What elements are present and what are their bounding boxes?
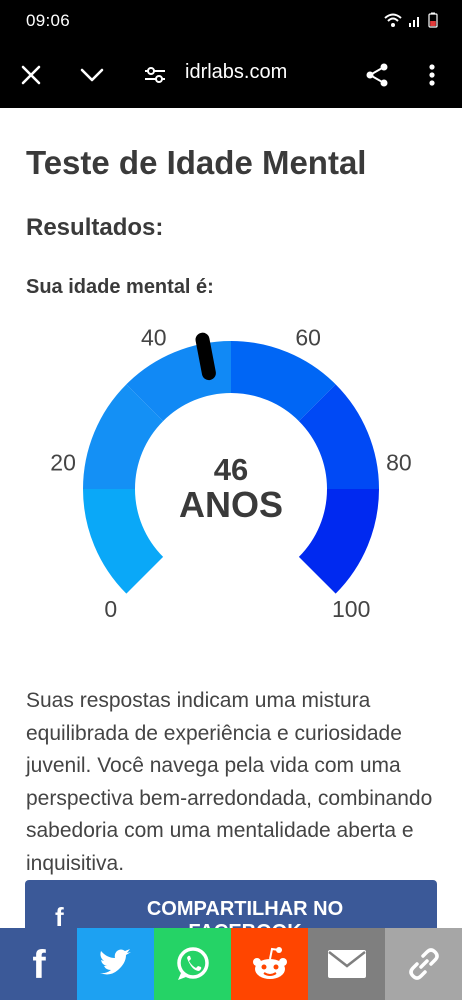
facebook-icon: f bbox=[55, 902, 64, 932]
signal-icon bbox=[409, 17, 419, 27]
gauge-segment bbox=[231, 341, 336, 422]
link-icon bbox=[408, 948, 439, 980]
twitter-icon bbox=[99, 949, 131, 975]
chevron-down-icon bbox=[80, 68, 104, 82]
more-vert-icon bbox=[429, 64, 435, 86]
mental-age-label: Sua idade mental é: bbox=[26, 276, 214, 298]
share-email[interactable] bbox=[308, 928, 385, 1000]
result-description: Suas respostas indicam uma mistura equil… bbox=[26, 689, 433, 875]
battery-icon bbox=[428, 12, 438, 28]
whatsapp-icon bbox=[176, 947, 209, 980]
browser-toolbar: idrlabs.com bbox=[0, 42, 462, 108]
menu-button[interactable] bbox=[413, 56, 451, 94]
url-text[interactable]: idrlabs.com bbox=[185, 61, 288, 83]
share-icon bbox=[366, 63, 388, 87]
results-heading: Resultados: bbox=[26, 214, 164, 241]
page-title: Teste de Idade Mental bbox=[26, 144, 367, 181]
minimize-button[interactable] bbox=[73, 56, 111, 94]
gauge-tick-label: 0 bbox=[104, 596, 117, 622]
tune-icon bbox=[145, 67, 165, 83]
reddit-icon bbox=[252, 947, 287, 979]
email-icon bbox=[327, 950, 366, 978]
gauge-tick-label: 20 bbox=[50, 449, 76, 475]
share-twitter[interactable] bbox=[77, 928, 154, 1000]
mental-age-gauge: 0 20 40 60 80 100 46 ANOS bbox=[50, 325, 412, 623]
gauge-needle bbox=[195, 332, 216, 381]
gauge-segment bbox=[298, 489, 379, 594]
gauge-tick-label: 100 bbox=[332, 596, 370, 622]
gauge-segment bbox=[83, 489, 164, 594]
gauge-unit: ANOS bbox=[179, 484, 283, 525]
gauge-segment bbox=[298, 384, 379, 489]
close-tab-button[interactable] bbox=[12, 56, 50, 94]
share-link[interactable] bbox=[385, 928, 462, 1000]
status-bar: 09:06 bbox=[0, 0, 462, 42]
facebook-icon: f bbox=[32, 946, 46, 982]
gauge-tick-label: 80 bbox=[386, 449, 412, 475]
gauge-tick-label: 40 bbox=[141, 325, 167, 351]
gauge-value: 46 bbox=[214, 452, 248, 487]
share-facebook[interactable]: f bbox=[0, 928, 77, 1000]
wifi-icon bbox=[384, 13, 402, 27]
share-page-button[interactable] bbox=[358, 56, 396, 94]
status-icons bbox=[384, 12, 438, 28]
gauge-tick-label: 60 bbox=[295, 325, 321, 351]
close-icon bbox=[21, 65, 41, 85]
status-time: 09:06 bbox=[26, 11, 71, 30]
page-content: Teste de Idade Mental Resultados: Sua id… bbox=[0, 108, 462, 1000]
svg-text:f: f bbox=[32, 946, 46, 982]
site-settings-button[interactable] bbox=[136, 56, 174, 94]
share-reddit[interactable] bbox=[231, 928, 308, 1000]
share-whatsapp[interactable] bbox=[154, 928, 231, 1000]
share-bar: f bbox=[0, 928, 462, 1000]
gauge-segment bbox=[83, 384, 164, 489]
